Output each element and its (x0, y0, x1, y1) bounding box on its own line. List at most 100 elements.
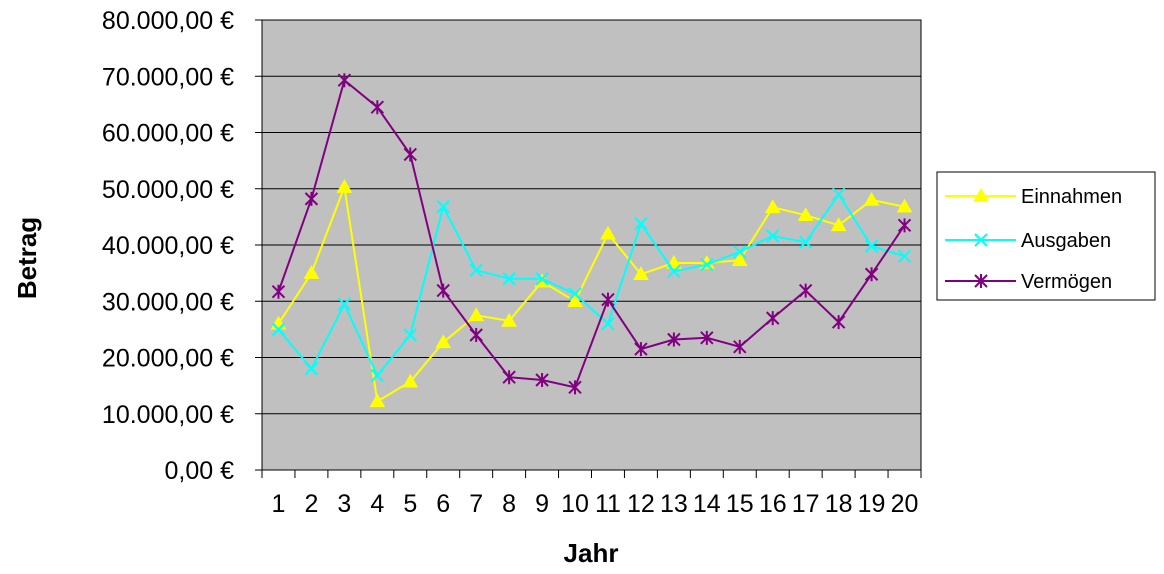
x-marker (535, 272, 549, 286)
asterisk-marker (634, 342, 648, 357)
x-marker (634, 216, 648, 231)
x-tick-label: 16 (759, 490, 787, 518)
triangle-marker (764, 199, 781, 214)
x-marker (864, 239, 879, 253)
x-marker (798, 235, 813, 249)
asterisk-marker (403, 147, 417, 162)
asterisk-marker (469, 328, 483, 342)
triangle-marker (896, 198, 913, 213)
x-tick-label: 12 (627, 490, 655, 518)
x-tick-label: 4 (370, 490, 384, 518)
legend-label: Einnahmen (1021, 186, 1122, 208)
series-vermögen (271, 73, 912, 395)
asterisk-marker (271, 284, 286, 299)
triangle-marker (501, 312, 517, 327)
x-tick-label: 8 (502, 490, 516, 518)
asterisk-marker (766, 311, 780, 326)
x-tick-label: 9 (535, 490, 549, 518)
x-tick-label: 3 (337, 490, 351, 518)
x-tick-label: 15 (726, 490, 754, 518)
x-marker (370, 368, 385, 383)
x-marker (733, 245, 747, 259)
x-marker (601, 317, 615, 331)
y-tick-label: 80.000,00 € (102, 7, 234, 35)
asterisk-marker (337, 73, 352, 88)
x-tick-label: 11 (595, 490, 621, 518)
asterisk-marker (974, 274, 988, 288)
x-tick-label: 7 (469, 490, 483, 518)
x-marker (667, 264, 681, 279)
x-tick-label: 18 (825, 490, 853, 518)
triangle-marker (797, 207, 814, 221)
triangle-marker (863, 191, 880, 206)
asterisk-marker (535, 373, 549, 387)
asterisk-marker (436, 283, 450, 298)
asterisk-marker (831, 315, 846, 330)
triangle-marker (567, 293, 583, 307)
triangle-marker (402, 373, 419, 388)
legend-item-vermögen: Vermögen (945, 271, 1112, 293)
series-group (270, 73, 913, 408)
x-marker (469, 263, 483, 278)
series-line (277, 192, 905, 378)
y-tick-label: 20.000,00 € (102, 345, 234, 373)
y-tick-label: 40.000,00 € (102, 232, 234, 260)
legend-item-einnahmen: Einnahmen (945, 186, 1122, 208)
legend-label: Ausgaben (1021, 230, 1111, 252)
x-marker (568, 287, 582, 301)
x-tick-label: 19 (858, 490, 886, 518)
x-tick-label: 5 (403, 490, 417, 518)
asterisk-marker (502, 370, 516, 385)
legend: Einnahmen Ausgaben Vermögen (936, 171, 1156, 301)
y-tick-label: 60.000,00 € (102, 120, 234, 148)
x-marker (897, 249, 912, 263)
asterisk-marker (304, 191, 319, 206)
x-marker (700, 257, 714, 272)
x-tick-label: 17 (792, 490, 820, 518)
triangle-marker (336, 179, 353, 193)
x-tick-label: 1 (272, 490, 286, 518)
x-marker (974, 233, 988, 247)
x-tick-label: 6 (436, 490, 450, 518)
x-marker (271, 322, 286, 337)
triangle-marker (830, 217, 847, 232)
x-marker (831, 187, 846, 202)
grid-lines (262, 75, 921, 415)
x-tick-label: 14 (693, 490, 721, 518)
legend-box (936, 171, 1156, 301)
y-tick-label: 0,00 € (164, 457, 234, 485)
y-tick-label: 10.000,00 € (102, 401, 234, 429)
x-marker (304, 362, 319, 376)
series-ausgaben (271, 187, 912, 383)
x-marker (403, 328, 417, 342)
legend-label: Vermögen (1021, 271, 1112, 293)
series-line (277, 183, 905, 403)
triangle-marker (369, 393, 386, 408)
asterisk-marker (798, 283, 813, 298)
x-marker (766, 229, 780, 243)
x-marker (337, 297, 352, 311)
y-tick-label: 50.000,00 € (102, 176, 234, 204)
x-axis: 1 2 3 4 5 6 7 8 9 10 11 12 13 14 15 16 17 18 19 20 (261, 469, 922, 518)
x-tick-label: 20 (891, 490, 919, 518)
asterisk-marker (897, 218, 912, 233)
x-axis-title: Jahr (564, 538, 619, 568)
legend-item-ausgaben: Ausgaben (945, 230, 1111, 252)
asterisk-marker (864, 267, 879, 282)
asterisk-marker (370, 100, 385, 115)
x-tick-label: 10 (561, 490, 589, 518)
asterisk-marker (700, 330, 714, 345)
triangle-marker (468, 307, 485, 322)
y-tick-label: 70.000,00 € (102, 63, 234, 91)
y-tick-label: 30.000,00 € (102, 288, 234, 316)
asterisk-marker (667, 332, 681, 347)
triangle-marker (435, 334, 452, 349)
x-tick-label: 13 (660, 490, 688, 518)
asterisk-marker (733, 339, 747, 354)
x-marker (502, 272, 516, 286)
asterisk-marker (568, 380, 582, 395)
asterisk-marker (601, 292, 615, 307)
y-axis-title: Betrag (12, 217, 42, 299)
triangle-marker (303, 265, 320, 279)
